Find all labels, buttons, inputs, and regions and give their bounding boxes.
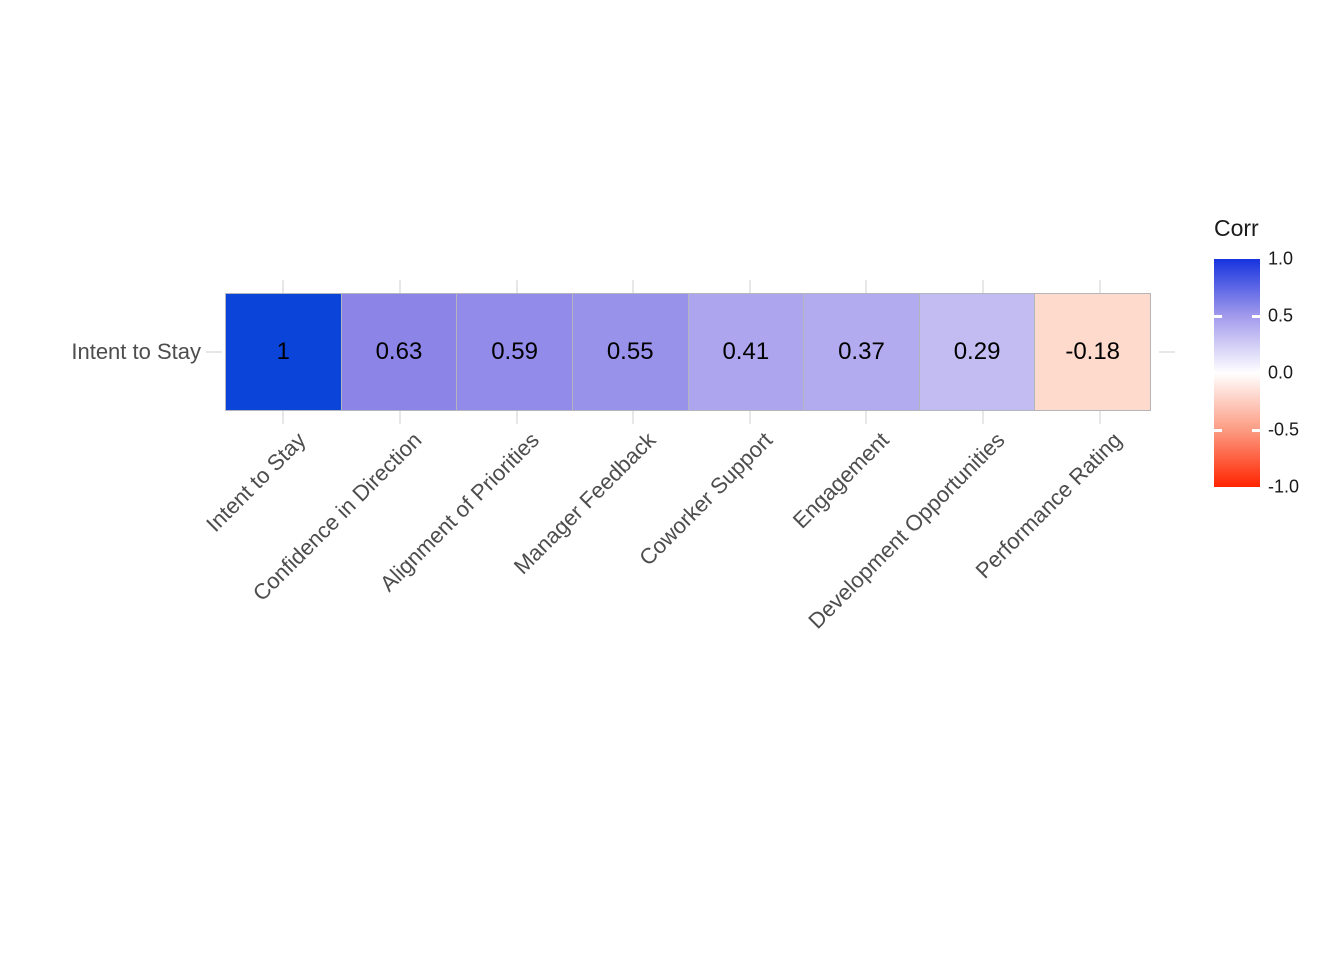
- heatmap-cell: -0.18: [1034, 293, 1151, 411]
- vertical-gridline: [1098, 280, 1101, 293]
- legend-tickmark: [1252, 429, 1260, 432]
- vertical-gridline: [865, 280, 868, 293]
- horizontal-gridline: [1159, 351, 1175, 353]
- heatmap-cell: 0.55: [571, 293, 689, 411]
- vertical-gridline: [515, 280, 518, 293]
- vertical-gridline: [282, 280, 285, 293]
- legend-tickmark: [1252, 315, 1260, 318]
- y-axis-tick: [206, 351, 222, 353]
- cell-value: -0.18: [1065, 338, 1121, 365]
- heatmap-cell: 1: [225, 293, 342, 411]
- vertical-gridline: [398, 280, 401, 293]
- cell-value: 0.37: [838, 338, 885, 365]
- x-axis-tick: [282, 411, 285, 424]
- heatmap-row: 1 0.63 0.59 0.55 0.41 0.37 0.29 -0.18: [225, 293, 1151, 411]
- cell-value: 0.63: [375, 338, 423, 365]
- x-axis-tick: [398, 411, 401, 424]
- heatmap-cell: 0.37: [803, 293, 920, 411]
- cell-value: 1: [276, 338, 290, 365]
- cell-value: 0.55: [606, 338, 654, 365]
- vertical-gridline: [982, 280, 985, 293]
- vertical-gridline: [632, 280, 635, 293]
- legend-tick-label: 0.5: [1268, 305, 1294, 326]
- x-axis-tick: [748, 411, 751, 424]
- x-axis-tick: [515, 411, 518, 424]
- legend-colorbar: [1214, 259, 1260, 487]
- x-axis-tick: [982, 411, 985, 424]
- vertical-gridline: [748, 280, 751, 293]
- legend-tick-label: -1.0: [1268, 476, 1300, 497]
- heatmap-cell: 0.41: [687, 293, 805, 411]
- x-axis-tick-label: Development Opportunities: [803, 427, 1011, 634]
- x-axis-tick-label: Engagement: [787, 427, 894, 534]
- legend-tick-label: 1.0: [1268, 248, 1294, 269]
- x-axis-tick-label: Intent to Stay: [200, 427, 311, 537]
- heatmap-cell: 0.63: [340, 293, 458, 411]
- cell-value: 0.29: [953, 338, 1001, 365]
- cell-value: 0.59: [491, 338, 538, 365]
- heatmap-cell: 0.29: [918, 293, 1036, 411]
- legend-tick-label: 0.0: [1268, 362, 1294, 383]
- legend-tickmark: [1214, 429, 1222, 432]
- legend-title: Corr: [1214, 215, 1259, 241]
- y-axis-row-label: Intent to Stay: [71, 339, 201, 364]
- legend-tick-label: -0.5: [1268, 419, 1300, 440]
- x-axis-tick: [1098, 411, 1101, 424]
- legend-tickmark: [1214, 315, 1222, 318]
- x-axis-tick: [632, 411, 635, 424]
- heatmap-cell: 0.59: [456, 293, 573, 411]
- x-axis-tick: [865, 411, 868, 424]
- cell-value: 0.41: [722, 338, 770, 365]
